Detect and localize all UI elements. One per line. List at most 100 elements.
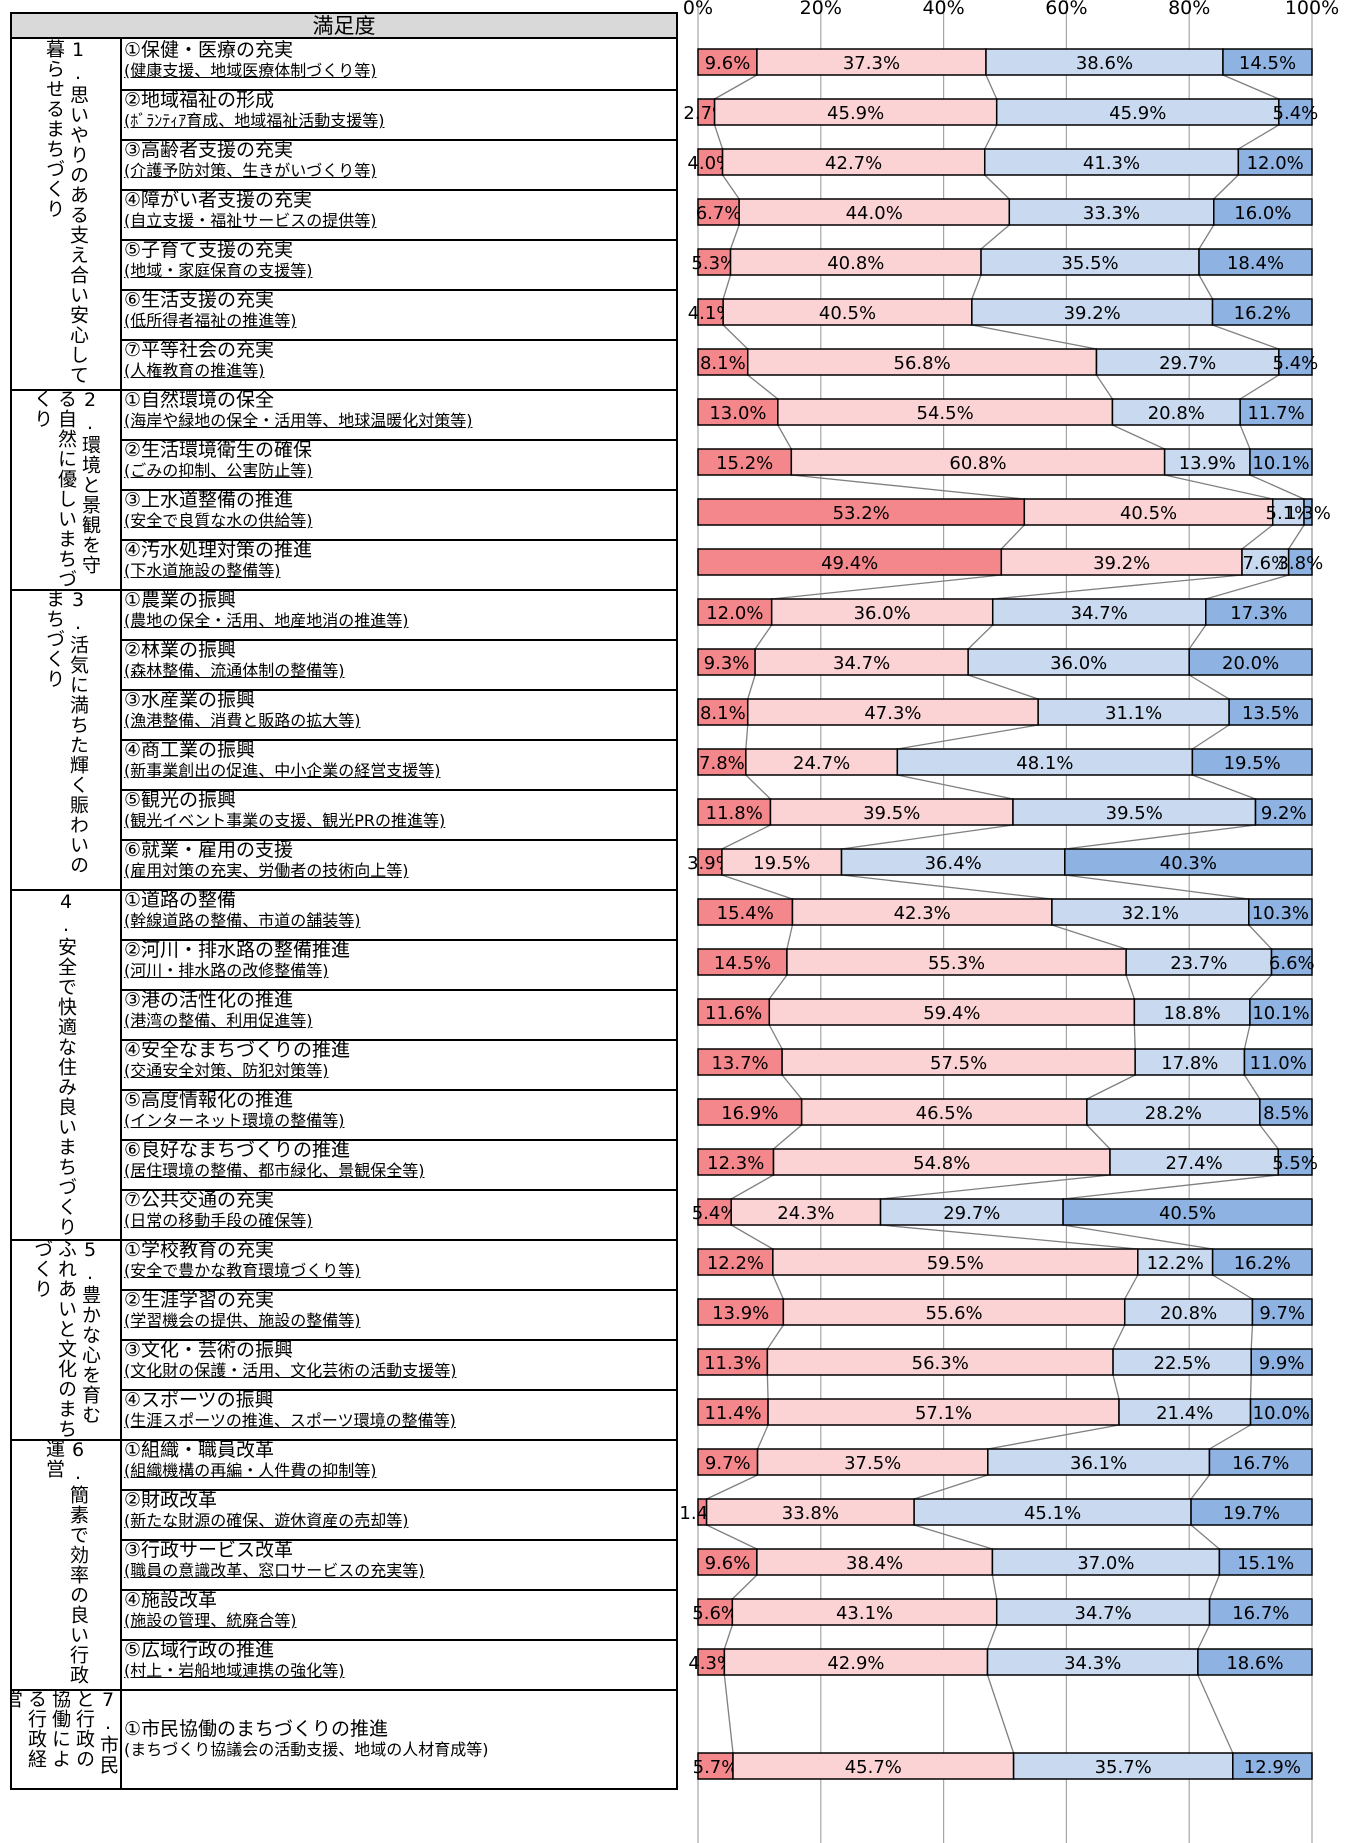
connector-line bbox=[1288, 524, 1305, 550]
item-name: ①市民協働のまちづくりの推進 bbox=[124, 1717, 389, 1740]
connector-line bbox=[729, 224, 740, 250]
bar-segment bbox=[995, 98, 1280, 126]
bar-segment bbox=[697, 1598, 734, 1626]
connector-line bbox=[987, 1424, 1120, 1450]
connector-line bbox=[766, 1374, 769, 1400]
item-description: (生涯スポーツの推進、スポーツ環境の整備等) bbox=[124, 1411, 456, 1430]
bar-row: 9.7% 37.5% 36.1% 16.7% bbox=[697, 1448, 1313, 1476]
bar-segment bbox=[730, 1198, 882, 1226]
bar-row: 9.6% 38.4% 37.0% 15.1% bbox=[697, 1548, 1313, 1576]
bar-row: 9.3% 34.7% 36.0% 20.0% bbox=[697, 648, 1313, 676]
connector-line bbox=[1064, 874, 1249, 900]
bar-value-label: 45.7% bbox=[845, 1757, 902, 1778]
bar-value-label: 8.1% bbox=[700, 353, 746, 374]
bar-segment bbox=[1278, 98, 1313, 126]
item-name: ⑥良好なまちづくりの推進 bbox=[124, 1139, 351, 1161]
connector-line bbox=[967, 674, 1039, 700]
item-description: (海岸や緑地の保全・活用等、地球温暖化対策等) bbox=[124, 411, 473, 430]
bar-segment bbox=[1208, 1448, 1313, 1476]
connector-line bbox=[1064, 824, 1256, 850]
bar-segment bbox=[800, 1098, 1088, 1126]
bar-value-label: 9.7% bbox=[1259, 1303, 1305, 1324]
bar-value-label: 5.7% bbox=[693, 1757, 739, 1778]
bar-value-label: 43.1% bbox=[836, 1603, 893, 1624]
bar-segment bbox=[1222, 48, 1313, 76]
category-label: 4.安全で快適な住み良いまちづくり bbox=[55, 891, 77, 1237]
connector-line bbox=[1243, 1074, 1261, 1100]
connector-line bbox=[771, 574, 1002, 600]
connector-line bbox=[1086, 1124, 1111, 1150]
item-description: (観光イベント事業の支援、観光PRの推進等) bbox=[124, 811, 446, 830]
bar-value-label: 36.0% bbox=[1050, 653, 1107, 674]
bar-value-label: 4.3% bbox=[688, 1653, 734, 1674]
bar-segment bbox=[1000, 548, 1243, 576]
item-row: ②生涯学習の充実 (学習機会の提供、施設の整備等) bbox=[120, 1289, 678, 1341]
bar-value-label: 33.8% bbox=[782, 1503, 839, 1524]
bar-value-label: 19.5% bbox=[1224, 753, 1281, 774]
connector-line bbox=[1243, 1024, 1251, 1050]
connector-line bbox=[723, 1674, 734, 1754]
bar-segment bbox=[697, 1752, 734, 1780]
item-name: ④障がい者支援の充実 bbox=[124, 189, 313, 211]
item-row: ④スポーツの振興 (生涯スポーツの推進、スポーツ環境の整備等) bbox=[120, 1389, 678, 1441]
connector-line bbox=[714, 74, 758, 100]
item-description: (森林整備、流通体制の整備等) bbox=[124, 661, 345, 680]
connector-line bbox=[768, 974, 788, 1000]
bar-segment bbox=[991, 1548, 1221, 1576]
connector-line bbox=[786, 924, 794, 950]
bar-row: 3.9% 19.5% 36.4% 40.3% bbox=[687, 848, 1313, 876]
bar-segment bbox=[1211, 1248, 1313, 1276]
bar-value-label: 6.6% bbox=[1269, 953, 1315, 974]
bar-value-label: 21.4% bbox=[1156, 1403, 1213, 1424]
bar-value-label: 12.0% bbox=[1247, 153, 1304, 174]
bar-segment bbox=[896, 748, 1194, 776]
bar-value-label: 29.7% bbox=[943, 1203, 1000, 1224]
category-label: 6.簡素で効率の良い行政運営 bbox=[43, 1439, 89, 1685]
item-description: (介護予防対策、生きがいづくり等) bbox=[124, 161, 377, 180]
connector-line bbox=[721, 824, 771, 850]
item-row: ②地域福祉の形成 (ﾎﾞﾗﾝﾃｨｱ育成、地域福祉活動支援等) bbox=[120, 89, 678, 141]
bar-value-label: 13.9% bbox=[712, 1303, 769, 1324]
bar-value-label: 11.6% bbox=[705, 1003, 762, 1024]
bar-segment bbox=[732, 1752, 1015, 1780]
bar-value-label: 9.6% bbox=[705, 53, 751, 74]
bar-segment bbox=[768, 998, 1136, 1026]
bar-row: 16.9% 46.5% 28.2% 8.5% bbox=[697, 1098, 1313, 1126]
bar-segment bbox=[1243, 1048, 1313, 1076]
connector-line bbox=[722, 174, 740, 200]
bar-value-label: 5.5% bbox=[1272, 1153, 1318, 1174]
item-row: ④安全なまちづくりの推進 (交通安全対策、防犯対策等) bbox=[120, 1039, 678, 1091]
bar-value-label: 36.1% bbox=[1070, 1453, 1127, 1474]
bar-row: 7.8% 24.7% 48.1% 19.5% bbox=[697, 748, 1313, 776]
bar-segment bbox=[1211, 298, 1313, 326]
item-row: ①道路の整備 (幹線道路の整備、市道の舗装等) bbox=[120, 889, 678, 941]
bar-value-label: 27.4% bbox=[1166, 1153, 1223, 1174]
item-name: ②生涯学習の充実 bbox=[124, 1289, 275, 1311]
bar-segment bbox=[729, 248, 982, 276]
bar-row: 9.6% 37.3% 38.6% 14.5% bbox=[697, 48, 1313, 76]
bar-value-label: 29.7% bbox=[1159, 353, 1216, 374]
item-name: ⑦公共交通の充実 bbox=[124, 1189, 275, 1211]
bar-segment bbox=[1198, 248, 1313, 276]
bar-segment bbox=[1086, 1098, 1261, 1126]
bar-segment bbox=[697, 1098, 803, 1126]
connector-line bbox=[913, 1524, 993, 1550]
bar-value-label: 24.3% bbox=[777, 1203, 834, 1224]
bar-value-label: 33.3% bbox=[1083, 203, 1140, 224]
item-name: ③水産業の振興 bbox=[124, 689, 256, 711]
bar-segment bbox=[1205, 598, 1313, 626]
bar-segment bbox=[1191, 748, 1313, 776]
bar-value-label: 42.7% bbox=[825, 153, 882, 174]
connector-line bbox=[1239, 424, 1251, 450]
bar-row: 11.3% 56.3% 22.5% 9.9% bbox=[697, 1348, 1313, 1376]
bar-segment bbox=[1123, 1298, 1254, 1326]
bar-segment bbox=[1249, 448, 1313, 476]
item-description: (新事業創出の促進、中小企業の経営支援等) bbox=[124, 761, 441, 780]
item-name: ②河川・排水路の整備推進 bbox=[124, 939, 351, 961]
bar-value-label: 45.9% bbox=[827, 103, 884, 124]
item-table: 満足度 1.思いやりのある支え合い安心して暮らせるまちづくり 2.環境と景観を守る… bbox=[10, 12, 678, 1790]
bar-segment bbox=[697, 398, 779, 426]
item-row: ③港の活性化の推進 (港湾の整備、利用促進等) bbox=[120, 989, 678, 1041]
bar-value-label: 40.5% bbox=[1120, 503, 1177, 524]
